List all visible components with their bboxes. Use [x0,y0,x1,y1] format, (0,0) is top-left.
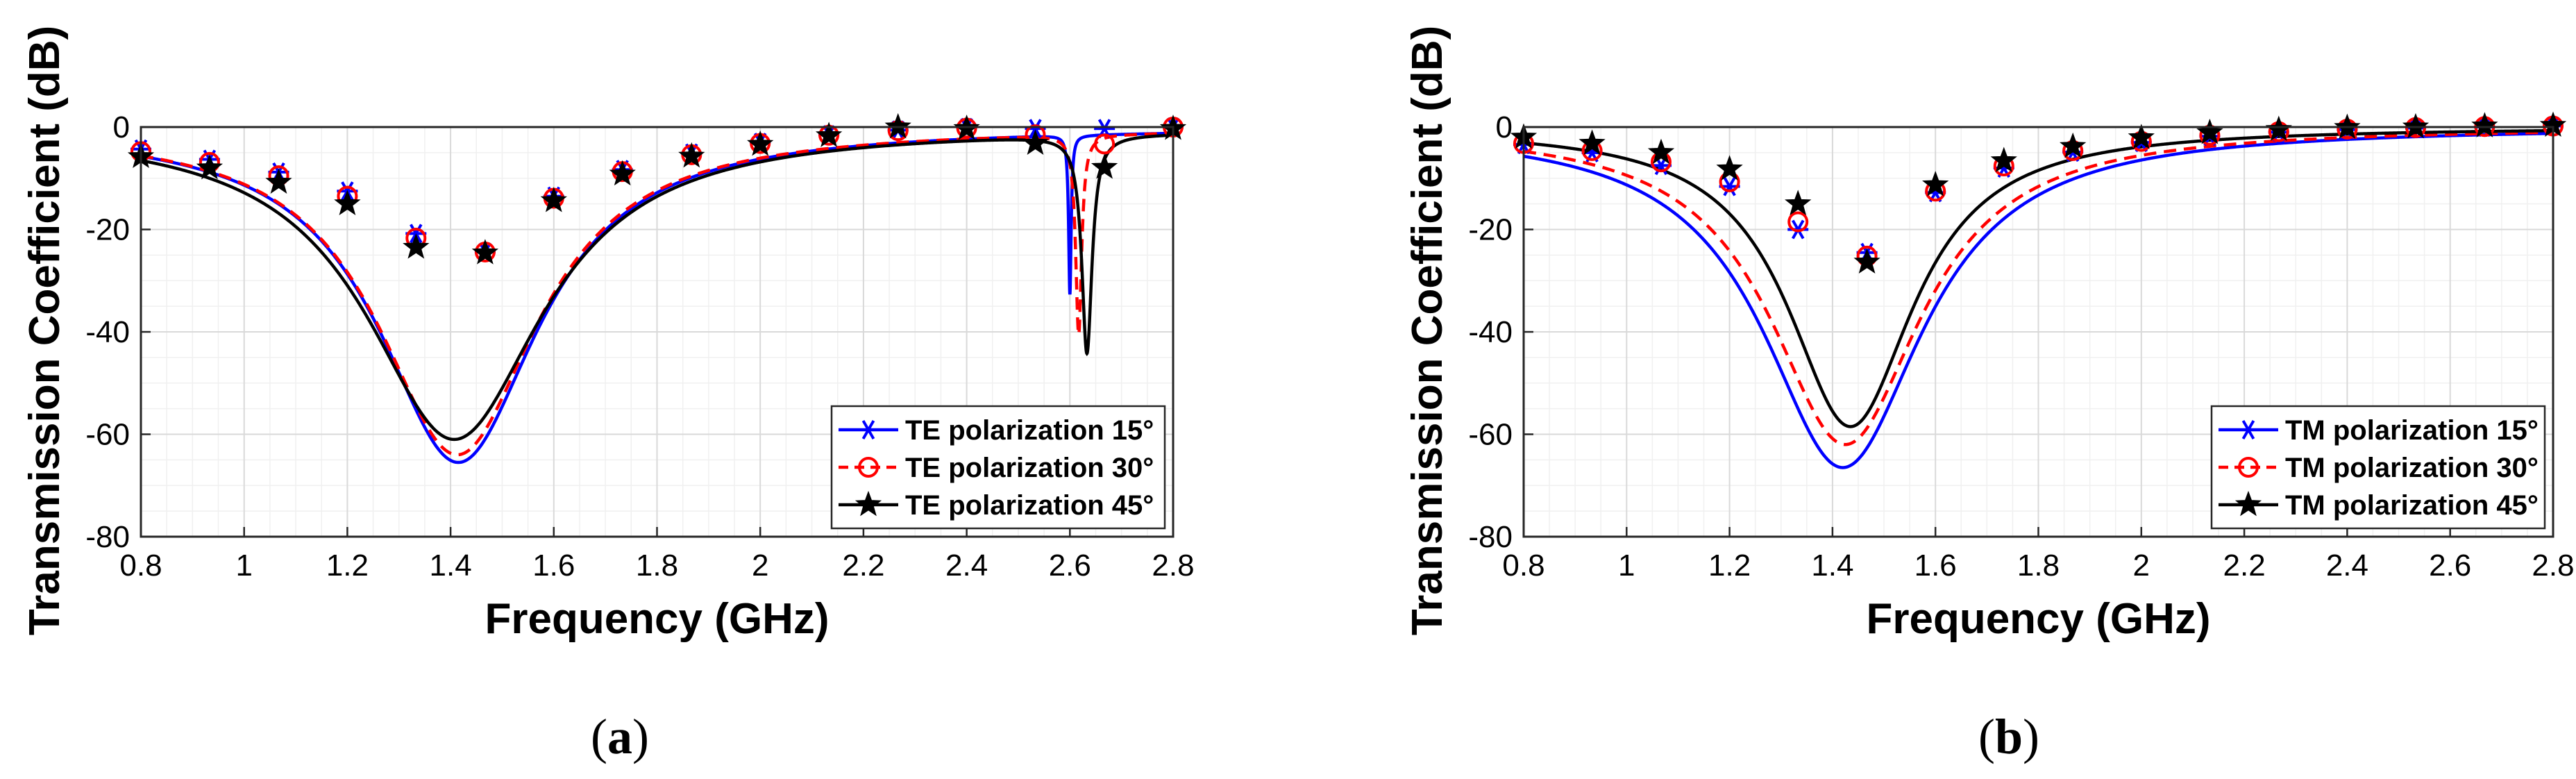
y-tick-label: -20 [1468,213,1513,247]
series-3-marker [334,190,361,215]
legend-label-2: TE polarization 30° [905,453,1154,483]
legend: TM polarization 15° TM polarization 30° TM… [2210,405,2546,530]
x-tick-label: 0.8 [119,548,162,583]
x-tick-label: 2.2 [842,548,884,583]
caption-close: ) [2023,709,2039,764]
x-tick-label: 2.4 [945,548,988,583]
chart-panel-b: 0.8 1 1.2 1.4 1.6 1.8 2 2.2 2.4 2.6 2.8 0 -20 -40 -60 -… [1404,26,2575,764]
x-axis-label: Frequency (GHz) [1866,595,2210,643]
series-3-marker [1853,248,1880,274]
axes-frame [1522,126,2554,538]
x-tick-label: 1.6 [1914,548,1957,583]
y-tick-label: -80 [1468,520,1513,554]
legend-marker-2 [2238,457,2259,478]
series-3-marker [2060,132,2087,158]
y-tick-label: -20 [85,213,130,247]
x-tick-label: 1.4 [430,548,472,583]
series-3-marker [1579,129,1606,155]
panel-caption: (b) [1978,709,2039,764]
legend-label-3: TE polarization 45° [905,490,1154,521]
y-tick-label: -40 [85,315,130,349]
legend-marker-2 [858,457,879,478]
chart-panel-a: 0.8 1 1.2 1.4 1.6 1.8 2 2.2 2.4 2.6 2.8 0 -20 -40 -60 -… [21,26,1195,764]
series-3-marker [1990,146,2017,172]
x-tick-label: 2.2 [2223,548,2266,583]
series-3-marker [471,239,499,265]
x-tick-label: 2.8 [1152,548,1194,583]
series-2-marker [1787,211,1809,233]
legend-label-2: TM polarization 30° [2285,453,2539,483]
caption-letter: a [607,709,632,764]
series-3-marker [2128,124,2155,149]
caption-open: ( [591,709,607,764]
series-3-marker [196,153,224,180]
x-tick-label: 2.6 [1049,548,1091,583]
series-3-marker [265,168,292,194]
y-tick-label: 0 [1496,110,1513,144]
series-line-2 [141,131,1173,457]
series-3-marker [815,122,843,147]
series-3-marker [1785,190,1812,215]
series-line-1 [1524,131,2553,469]
x-tick-label: 0.8 [1502,548,1544,583]
x-tick-label: 2 [752,548,768,583]
y-tick-label: -40 [1468,315,1513,349]
legend-label-1: TE polarization 15° [905,415,1154,446]
x-tick-label: 1.8 [2017,548,2060,583]
y-tick-label: -60 [1468,418,1513,452]
series-2-marker [1094,133,1116,155]
series-3-marker [2196,118,2223,144]
legend-marker-1 [2238,420,2259,439]
x-tick-label: 2.4 [2326,548,2368,583]
caption-open: ( [1978,709,1995,764]
series-3-marker [403,233,430,259]
caption-letter: b [1995,709,2023,764]
x-tick-label: 2.8 [2532,548,2574,583]
series-3-marker [1647,138,1675,165]
x-tick-label: 1.2 [1708,548,1751,583]
series-3-marker [1091,153,1118,179]
x-tick-label: 1 [235,548,252,583]
x-tick-label: 1.4 [1811,548,1853,583]
legend-marker-3 [2234,490,2262,517]
series-3-marker [747,130,774,156]
legend-label-1: TM polarization 15° [2285,415,2539,446]
panel-caption: (a) [591,709,649,764]
y-tick-label: 0 [113,110,130,144]
legend: TE polarization 15° TE polarization 30° TE… [830,405,1166,530]
series-3-marker [609,160,636,186]
series-3-marker [540,187,567,212]
series-line-3 [141,133,1173,442]
series-3-marker [1022,129,1049,155]
x-tick-label: 1.2 [326,548,369,583]
series-3-marker [2402,112,2430,139]
series-3-marker [2471,112,2498,137]
caption-close: ) [632,709,649,764]
series-3-marker [678,142,705,168]
x-axis-label: Frequency (GHz) [485,595,829,643]
series-3-marker [2265,115,2292,141]
y-tick-label: -80 [85,520,130,554]
series-3-marker [884,112,911,139]
series-3-marker [1922,171,1949,196]
x-tick-label: 2.6 [2429,548,2471,583]
legend-label-3: TM polarization 45° [2285,490,2539,521]
series-line-3 [1524,128,2553,428]
x-tick-label: 2 [2133,548,2150,583]
y-axis-label: Transmission Coefficient (dB) [1404,26,1451,635]
axes-frame [140,126,1175,538]
legend-marker-3 [855,490,882,517]
x-tick-label: 1 [1618,548,1635,583]
legend-marker-1 [858,420,879,439]
x-tick-label: 1.6 [532,548,575,583]
y-tick-label: -60 [85,418,130,452]
y-axis-label: Transmission Coefficient (dB) [21,26,69,635]
x-tick-label: 1.8 [636,548,678,583]
series-3-marker [1716,155,1743,181]
